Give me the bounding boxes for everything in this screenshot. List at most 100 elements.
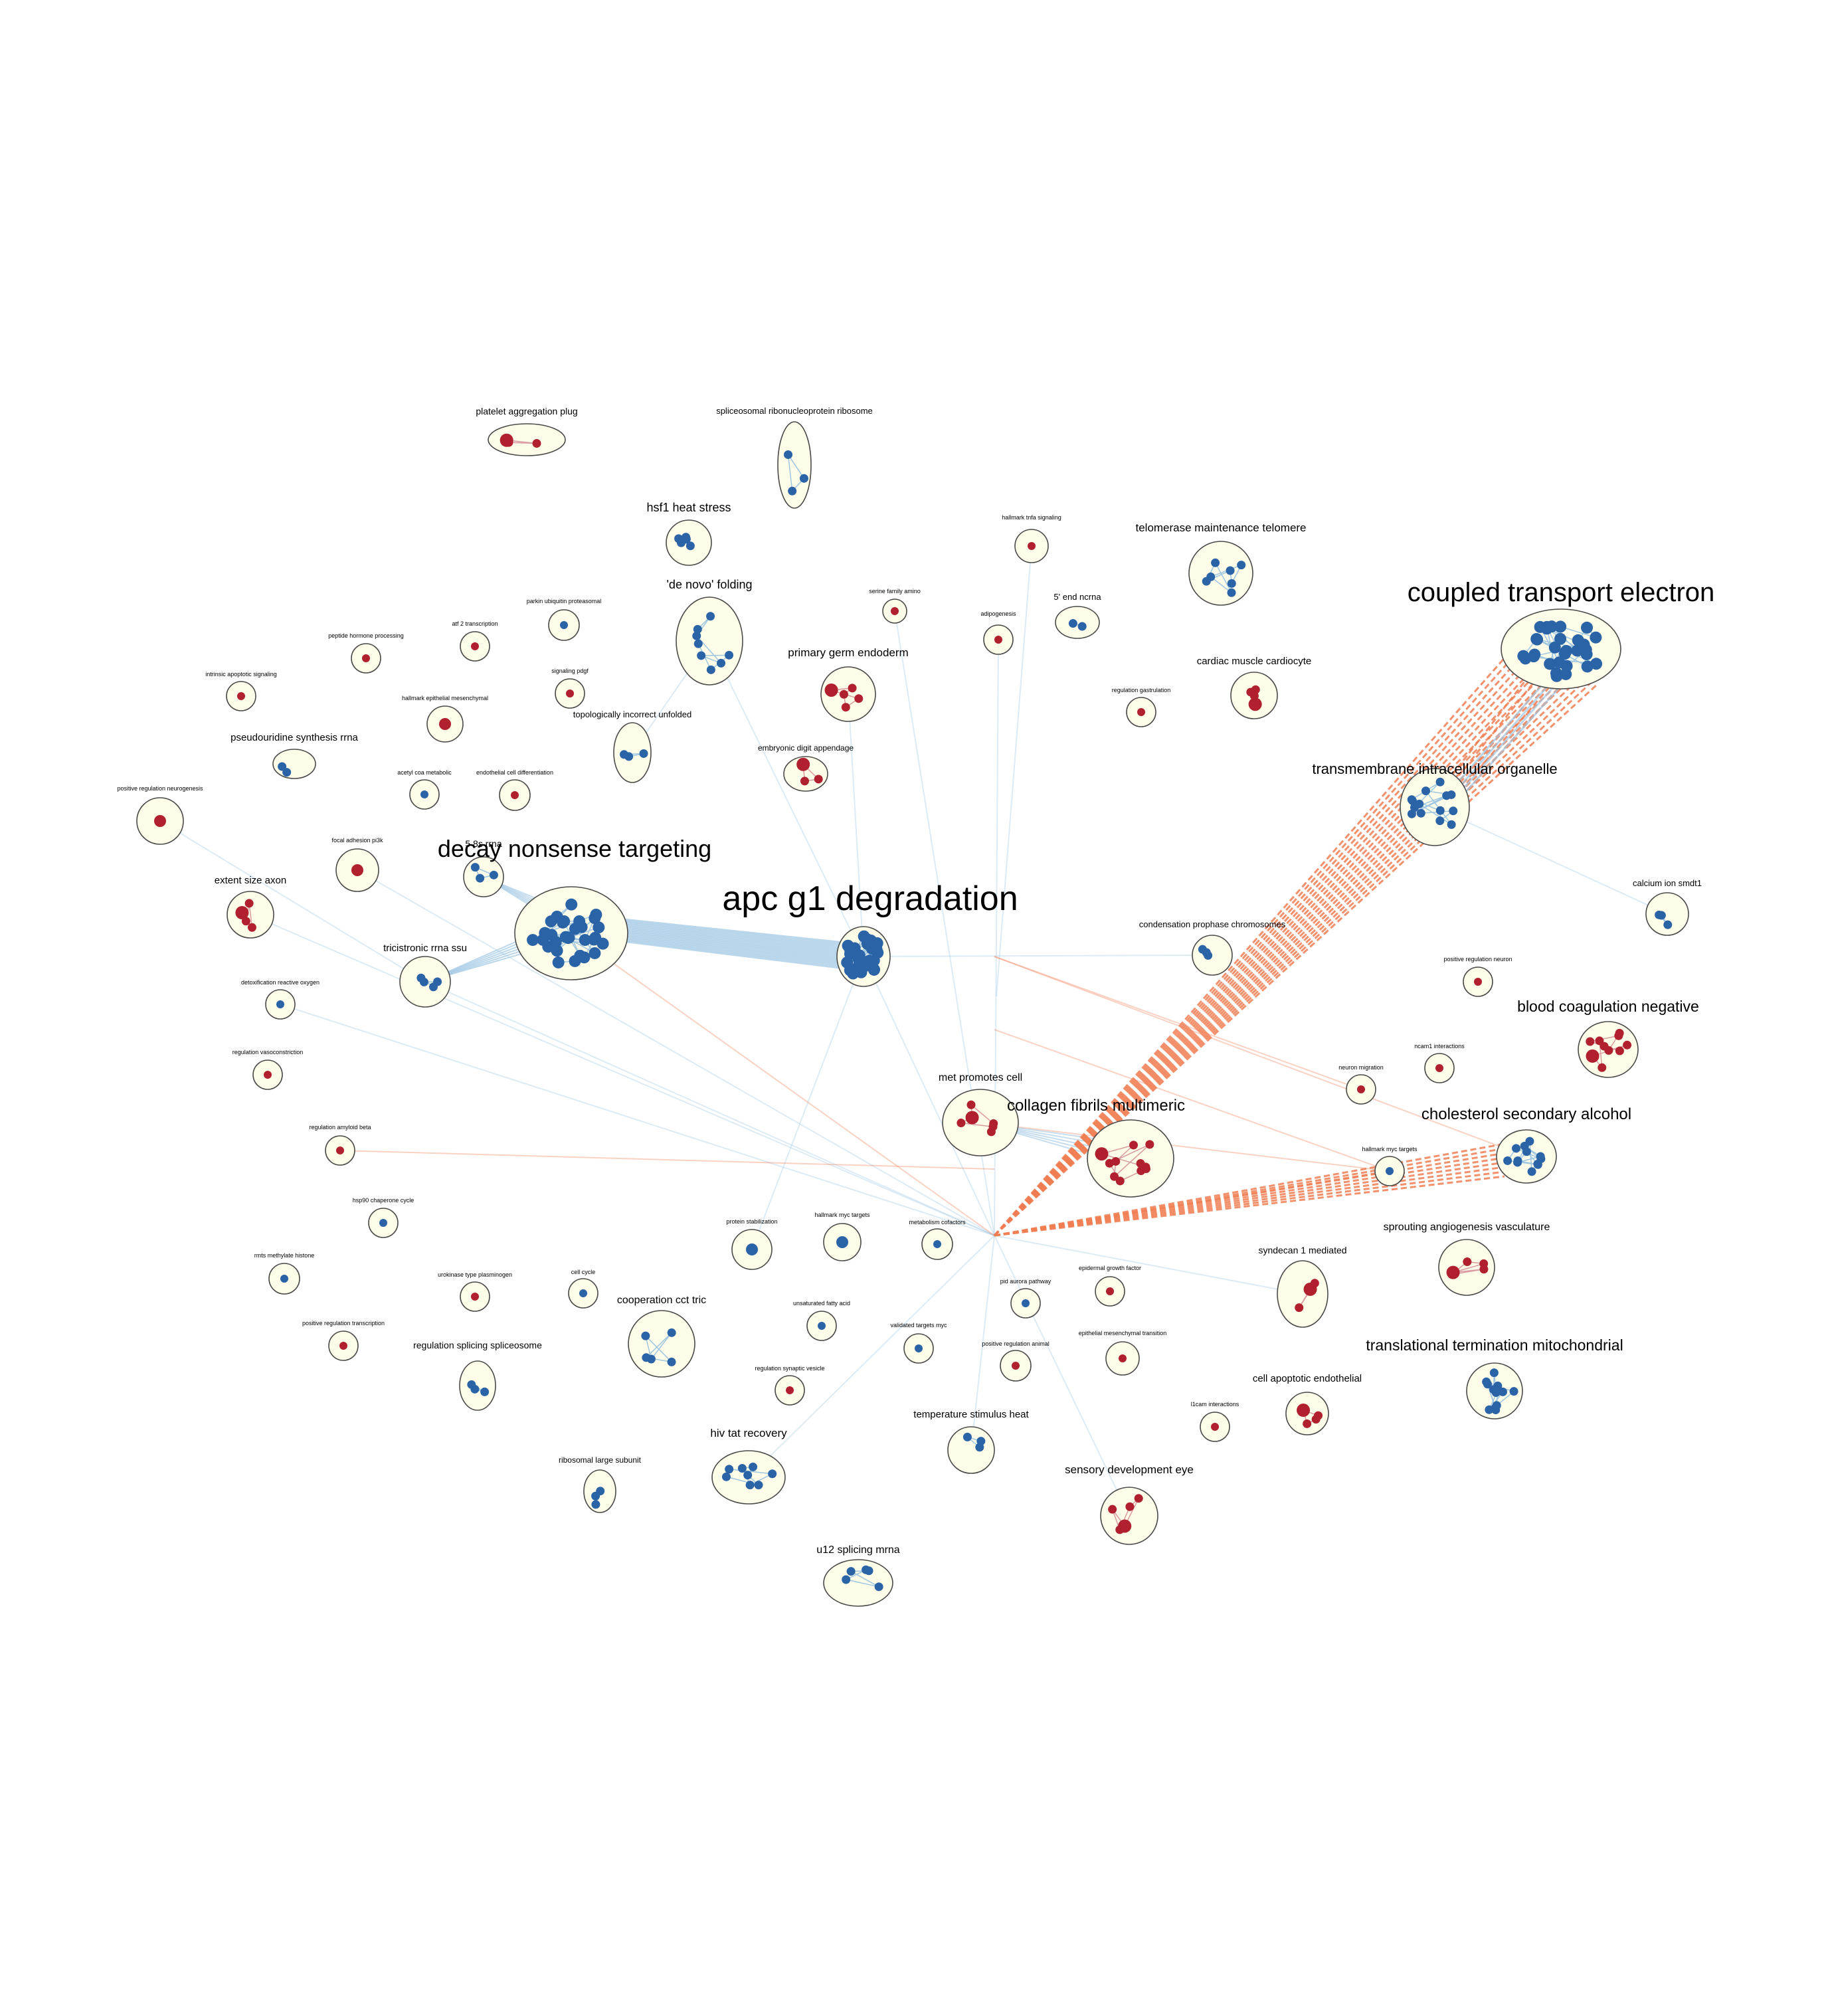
cluster-label: 5 8s rrna xyxy=(465,838,502,849)
cluster-node xyxy=(933,1240,941,1248)
cluster-node xyxy=(788,486,797,496)
cluster-node xyxy=(976,1437,986,1446)
cluster-node xyxy=(1548,641,1561,654)
cluster-node xyxy=(1246,687,1255,697)
cluster-node xyxy=(746,1243,758,1255)
cluster-node xyxy=(667,1328,676,1337)
cluster-node xyxy=(1509,1387,1518,1396)
cluster-group: 5' end ncrna xyxy=(1053,592,1101,639)
cluster-ellipse xyxy=(947,1426,995,1474)
cluster-edge xyxy=(850,1570,879,1588)
network-edge xyxy=(597,922,851,953)
cluster-label: extent size axon xyxy=(215,875,286,886)
cluster-node xyxy=(511,791,519,799)
cluster-group: positive regulation neuron xyxy=(1443,956,1512,997)
cluster-label: adipogenesis xyxy=(980,610,1016,617)
cluster-label: validated targets myc xyxy=(890,1322,947,1329)
cluster-ellipse xyxy=(1496,1129,1557,1184)
cluster-group: cooperation cct tric xyxy=(617,1295,706,1378)
cluster-node xyxy=(593,921,605,934)
cluster-node xyxy=(641,1331,650,1340)
cluster-node xyxy=(1111,1156,1121,1166)
network-edge xyxy=(597,925,851,957)
cluster-node xyxy=(706,665,715,674)
cluster-ellipse xyxy=(459,1360,496,1411)
network-edge xyxy=(996,545,1032,997)
cluster-node xyxy=(480,1387,490,1396)
cluster-node xyxy=(1115,1525,1125,1534)
cluster-group: regulation gastrulation xyxy=(1112,687,1170,727)
cluster-label: epithelial mesenchymal transition xyxy=(1079,1330,1167,1336)
cluster-label: sprouting angiogenesis vasculature xyxy=(1384,1222,1550,1233)
cluster-group: signaling pdgf xyxy=(551,668,589,709)
network-edge xyxy=(597,935,851,968)
cluster-edge xyxy=(970,1104,994,1125)
cluster-node xyxy=(1572,634,1584,646)
cluster-label: acetyl coa metabolic xyxy=(397,769,452,776)
cluster-group: hallmark epithelial mesenchymal xyxy=(402,695,488,743)
cluster-label: translational termination mitochondrial xyxy=(1366,1336,1623,1354)
cluster-node xyxy=(1517,650,1530,662)
cluster-node xyxy=(244,899,254,908)
cluster-node xyxy=(682,533,691,542)
cluster-node xyxy=(566,689,574,697)
cluster-node xyxy=(1198,945,1207,954)
cluster-node xyxy=(467,1380,476,1389)
cluster-node xyxy=(1527,1167,1536,1176)
cluster-node xyxy=(1227,588,1236,597)
cluster-node xyxy=(754,1481,763,1490)
network-edge xyxy=(1434,806,1668,915)
network-edge xyxy=(1452,670,1562,794)
cluster-node xyxy=(1536,1154,1546,1164)
cluster-node xyxy=(565,898,578,911)
cluster-group: unsaturated fatty acid xyxy=(793,1300,850,1341)
cluster-node xyxy=(1028,542,1036,550)
cluster-group: hallmark myc targets xyxy=(814,1212,870,1261)
cluster-node xyxy=(994,636,1002,644)
network-edge xyxy=(994,1235,1303,1295)
cluster-label: positive regulation transcription xyxy=(302,1320,385,1327)
cluster-group: u12 splicing mrna xyxy=(816,1544,900,1607)
cluster-node xyxy=(1211,1423,1219,1431)
cluster-node xyxy=(853,949,866,962)
cluster-node xyxy=(1489,1368,1499,1378)
network-edge xyxy=(1433,677,1529,798)
network-edge xyxy=(863,956,995,1236)
cluster-node xyxy=(569,955,581,967)
cluster-node xyxy=(549,936,562,949)
cluster-node xyxy=(545,915,557,928)
cluster-group: spliceosomal ribonucleoprotein ribosome xyxy=(716,406,873,509)
network-edge xyxy=(597,929,851,961)
cluster-label: cell apoptotic endothelial xyxy=(1253,1373,1362,1384)
cluster-node xyxy=(1447,1270,1457,1279)
cluster-node xyxy=(591,1500,600,1509)
cluster-node xyxy=(1550,670,1563,682)
cluster-group: calcium ion smdt1 xyxy=(1633,878,1702,936)
cluster-group: positive regulation transcription xyxy=(302,1320,385,1361)
cluster-group: regulation synaptic vesicle xyxy=(755,1365,825,1406)
cluster-node xyxy=(578,951,591,964)
cluster-node xyxy=(1511,1144,1520,1153)
network-edge xyxy=(994,956,1362,1090)
cluster-group: transmembrane intracellular organelle xyxy=(1312,761,1558,846)
cluster-group: hsf1 heat stress xyxy=(646,501,731,566)
cluster-label: rmts methylate histone xyxy=(254,1252,315,1259)
cluster-node xyxy=(858,961,870,973)
cluster-group: temperature stimulus heat xyxy=(913,1409,1030,1474)
cluster-label: spliceosomal ribonucleoprotein ribosome xyxy=(716,406,873,416)
cluster-node xyxy=(1310,1279,1319,1288)
cluster-group: detoxification reactive oxygen xyxy=(241,979,320,1020)
cluster-group: urokinase type plasminogen xyxy=(438,1271,512,1312)
cluster-group: embryonic digit appendage xyxy=(758,743,854,792)
cluster-node xyxy=(1534,620,1546,633)
network-edge xyxy=(571,933,995,1236)
cluster-node xyxy=(1479,1259,1489,1268)
cluster-group: topologically incorrect unfolded xyxy=(573,709,691,783)
cluster-node xyxy=(1586,1037,1595,1046)
cluster-node xyxy=(799,474,808,483)
cluster-label: urokinase type plasminogen xyxy=(438,1271,512,1278)
cluster-node xyxy=(768,1469,777,1479)
cluster-node xyxy=(639,749,648,758)
cluster-node xyxy=(439,718,451,730)
cluster-node xyxy=(796,757,810,771)
